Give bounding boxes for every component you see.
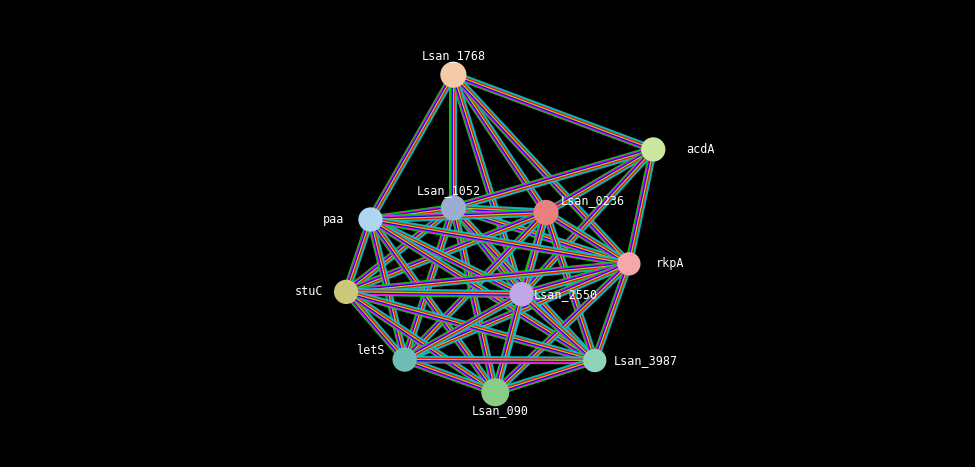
Circle shape [642, 137, 665, 162]
Text: Lsan_1052: Lsan_1052 [416, 184, 481, 197]
Text: Lsan_2550: Lsan_2550 [533, 288, 598, 301]
Circle shape [359, 207, 382, 232]
Circle shape [441, 195, 466, 220]
Text: rkpA: rkpA [655, 257, 684, 270]
Text: Lsan_090: Lsan_090 [472, 404, 528, 417]
Circle shape [334, 280, 358, 304]
Circle shape [510, 282, 533, 306]
Circle shape [583, 349, 606, 372]
Text: paa: paa [323, 213, 344, 226]
Text: Lsan_3987: Lsan_3987 [613, 354, 678, 367]
Text: stuC: stuC [294, 285, 324, 298]
Text: Lsan_1768: Lsan_1768 [421, 49, 486, 62]
Text: letS: letS [356, 344, 385, 357]
Circle shape [441, 62, 466, 88]
Text: Lsan_0236: Lsan_0236 [561, 194, 625, 207]
Circle shape [393, 347, 416, 372]
Circle shape [533, 200, 559, 225]
Text: acdA: acdA [685, 143, 715, 156]
Circle shape [617, 252, 641, 276]
Circle shape [482, 378, 509, 406]
